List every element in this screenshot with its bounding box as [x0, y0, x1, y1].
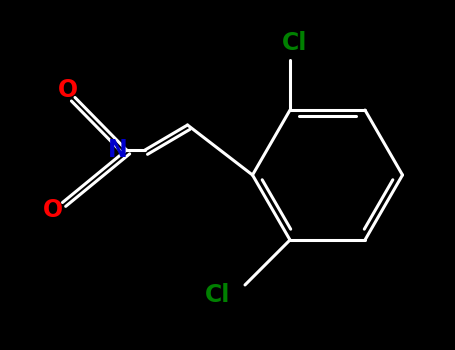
Text: Cl: Cl	[282, 30, 308, 55]
Text: N: N	[108, 138, 127, 162]
Text: O: O	[57, 78, 77, 102]
Text: Cl: Cl	[205, 283, 230, 307]
Text: O: O	[42, 198, 62, 222]
